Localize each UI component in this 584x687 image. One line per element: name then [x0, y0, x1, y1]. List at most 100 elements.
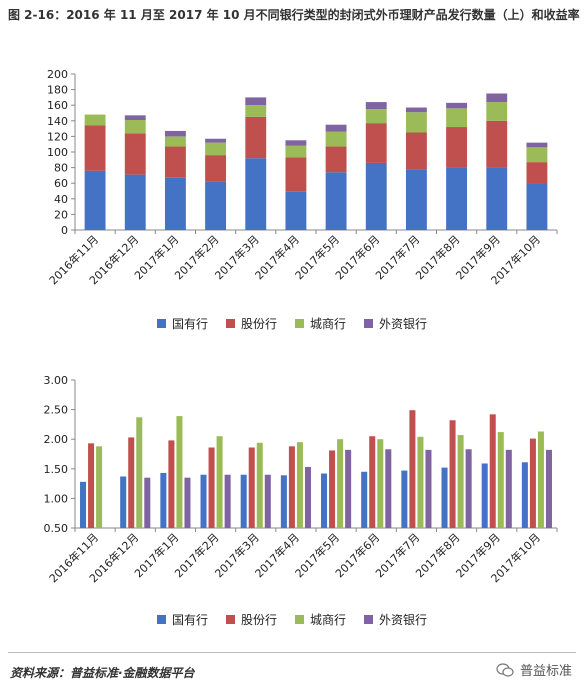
bar-chengshang — [136, 417, 143, 528]
legend-item-chengshang: 城商行 — [295, 611, 346, 628]
bar-guoyou — [321, 473, 328, 528]
y-tick-label: 1.00 — [44, 492, 69, 505]
bar-guoyou — [526, 183, 548, 230]
bar-waizi — [465, 449, 472, 528]
bar-guoyou — [481, 463, 488, 528]
bar-waizi — [304, 467, 311, 528]
bar-chengshang — [405, 112, 427, 133]
bar-gufen — [84, 125, 106, 171]
bar-guoyou — [325, 172, 347, 230]
bar-guoyou — [164, 177, 186, 230]
legend-item-guoyou: 国有行 — [156, 611, 208, 628]
yield-rate-chart: 0.501.001.502.002.503.002016年11月2016年12月… — [44, 374, 558, 585]
bar-chengshang — [124, 120, 146, 134]
legend-label: 城商行 — [310, 317, 347, 331]
bar-chengshang — [285, 145, 307, 158]
bar-waizi — [245, 97, 267, 106]
bar-waizi — [446, 102, 468, 109]
bar-chengshang — [446, 108, 468, 128]
legend-swatch — [364, 319, 374, 328]
bar-waizi — [385, 449, 392, 528]
legend-swatch — [225, 319, 235, 328]
y-tick-label: 80 — [54, 162, 68, 175]
bar-gufen — [486, 120, 508, 168]
bar-waizi — [405, 107, 427, 113]
bar-chengshang — [325, 131, 347, 147]
bar-gufen — [449, 420, 456, 528]
figure-title: 图 2-16：2016 年 11 月至 2017 年 10 月不同银行类型的封闭… — [8, 8, 580, 22]
legend-swatch — [295, 615, 304, 624]
bar-chengshang — [537, 431, 544, 528]
bar-chengshang — [84, 114, 106, 126]
legend-label: 国有行 — [171, 613, 208, 627]
bar-chengshang — [164, 136, 186, 147]
bar-gufen — [365, 123, 387, 163]
legend-label: 国有行 — [171, 317, 208, 331]
legend-item-waizi: 外资银行 — [364, 611, 427, 628]
bar-gufen — [168, 440, 175, 528]
bar-gufen — [325, 146, 347, 173]
bar-gufen — [124, 133, 146, 175]
bar-gufen — [529, 438, 536, 528]
bar-guoyou — [240, 474, 247, 528]
bar-gufen — [245, 116, 267, 159]
bar-guoyou — [401, 470, 408, 528]
legend-label: 股份行 — [240, 317, 277, 331]
bar-chengshang — [296, 442, 303, 528]
bar-chengshang — [365, 109, 387, 124]
bar-guoyou — [124, 174, 146, 230]
bar-gufen — [88, 443, 95, 528]
bar-waizi — [224, 474, 231, 528]
bar-waizi — [164, 130, 186, 137]
bar-waizi — [285, 140, 307, 146]
y-tick-label: 200 — [47, 68, 68, 81]
legend-label: 外资银行 — [379, 317, 428, 331]
y-tick-label: 0.50 — [44, 522, 69, 535]
y-tick-label: 0 — [61, 224, 68, 237]
legend-swatch — [364, 615, 374, 624]
bar-waizi — [325, 124, 347, 132]
brand-watermark: 普益标准 — [496, 660, 572, 679]
bar-waizi — [365, 102, 387, 110]
bar-guoyou — [245, 158, 267, 230]
bar-gufen — [369, 436, 376, 528]
legend-item-waizi: 外资银行 — [364, 315, 427, 332]
y-tick-label: 120 — [47, 130, 68, 143]
y-tick-label: 1.50 — [44, 463, 69, 476]
legend-swatch — [295, 319, 304, 328]
bar-guoyou — [120, 476, 127, 528]
bar-guoyou — [205, 181, 227, 230]
bar-waizi — [526, 142, 548, 148]
bar-chengshang — [417, 436, 424, 528]
y-tick-label: 3.00 — [44, 374, 69, 387]
bar-chengshang — [245, 105, 267, 117]
bar-chengshang — [96, 446, 103, 528]
legend-label: 城商行 — [310, 613, 347, 627]
bar-waizi — [184, 477, 191, 528]
bar-chengshang — [337, 439, 344, 528]
bar-gufen — [329, 450, 336, 528]
footer-divider — [8, 652, 576, 653]
bar-guoyou — [84, 170, 106, 230]
bar-guoyou — [361, 471, 368, 528]
source-note: 资料来源：普益标准·金融数据平台 — [10, 666, 195, 680]
bar-guoyou — [405, 169, 427, 230]
legend-swatch — [156, 319, 166, 328]
bar-waizi — [144, 477, 151, 528]
brand-name: 普益标准 — [519, 664, 572, 679]
bar-waizi — [505, 449, 512, 528]
bar-guoyou — [280, 475, 287, 528]
bar-gufen — [208, 447, 215, 528]
bar-chengshang — [457, 435, 464, 528]
bar-guoyou — [486, 167, 508, 230]
legend-item-gufen: 股份行 — [225, 611, 277, 628]
bar-gufen — [164, 146, 186, 178]
bar-chengshang — [377, 439, 384, 528]
bar-guoyou — [160, 472, 167, 528]
bar-gufen — [409, 410, 416, 528]
y-tick-label: 40 — [54, 193, 68, 206]
bar-chengshang — [205, 142, 227, 156]
bar-gufen — [205, 155, 227, 182]
legend-item-chengshang: 城商行 — [295, 315, 346, 332]
bar-guoyou — [446, 167, 468, 230]
